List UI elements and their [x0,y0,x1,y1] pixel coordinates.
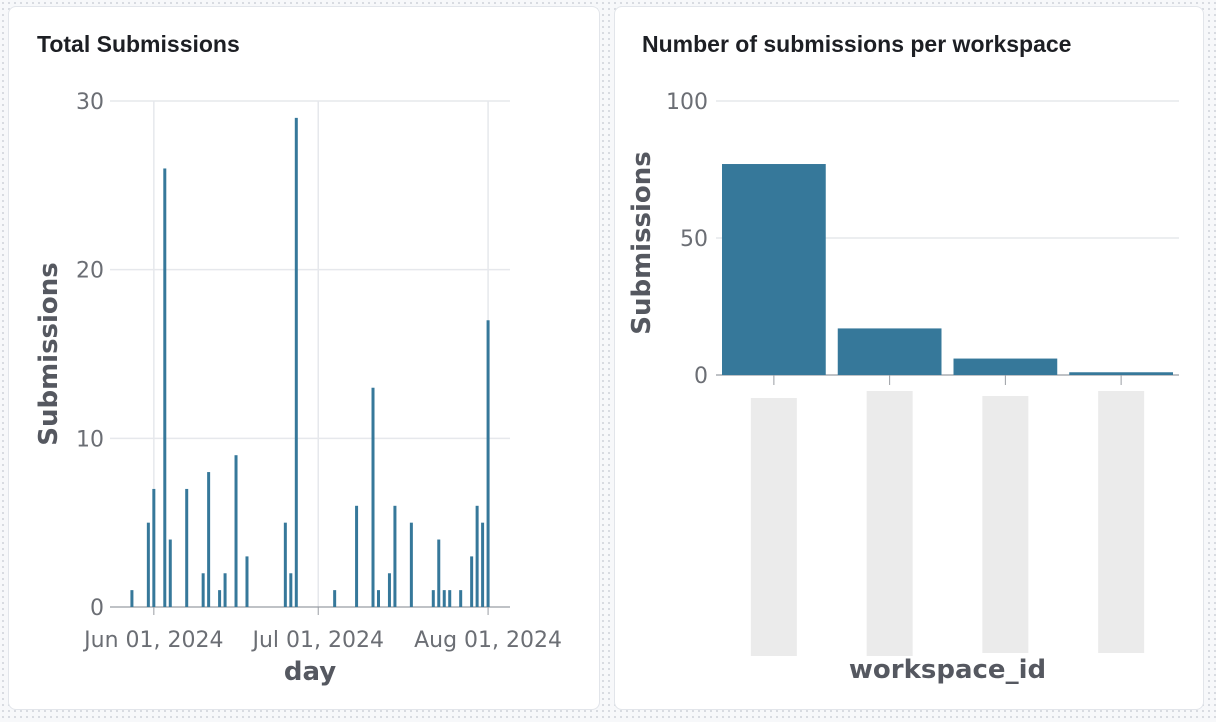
y-tick-label: 30 [76,90,104,115]
bar [201,573,205,607]
total-submissions-card: Total Submissions 0 10 20 30 Jun 01, 2024 Jul… [8,6,600,710]
bar [837,328,942,375]
bar [722,164,826,375]
bar [486,320,490,607]
y-tick-label: 20 [76,259,104,284]
bar [393,505,397,607]
bar [218,590,222,607]
chart-title: Total Submissions [37,31,240,57]
bar [289,573,293,607]
bar [371,387,375,607]
workspace-submissions-card: Number of submissions per workspace 0 50 1… [614,6,1204,710]
bar [437,539,441,607]
bar [163,168,167,607]
bar [283,522,287,607]
bar [953,358,1058,375]
bar [146,522,150,607]
x-tick-label-placeholder [866,391,913,656]
x-tick-label: Jun 01, 2024 [82,628,223,653]
y-tick-label: 100 [666,90,708,115]
x-axis-title: day [284,657,336,687]
y-axis-title: Submissions [34,262,64,446]
x-tick-label-placeholder [982,396,1029,653]
bar [130,590,134,607]
bar [245,556,249,607]
bar [376,590,380,607]
bar [207,472,211,607]
y-tick-label: 50 [680,227,708,252]
bar [1069,372,1173,375]
bar [470,556,474,607]
x-axis-title: workspace_id [849,655,1046,685]
bar [223,573,227,607]
total-submissions-chart: 0 10 20 30 Jun 01, 2024 Jul 01, 2024 Aug 01, 2… [34,90,562,687]
x-tick-label-placeholder [750,398,797,656]
y-tick-label: 0 [90,596,104,621]
bar [459,590,463,607]
bar [481,522,485,607]
bar [333,590,337,607]
y-tick-label: 10 [76,427,104,452]
bar [409,522,413,607]
bar [448,590,452,607]
workspace-submissions-chart: 0 50 100 workspace_id Submissions [627,90,1179,685]
bar [168,539,172,607]
bar [475,505,479,607]
chart-title: Number of submissions per workspace [642,31,1072,57]
y-axis-title: Submissions [627,151,657,335]
x-tick-label: Aug 01, 2024 [414,628,562,653]
x-tick-label-placeholder [1098,391,1145,653]
x-tick-label: Jul 01, 2024 [250,628,384,653]
y-tick-label: 0 [694,364,708,389]
bar [387,573,391,607]
bar [185,488,189,607]
bar [442,590,446,607]
bar [234,455,238,607]
bar [355,505,359,607]
bar [431,590,435,607]
bar [152,488,156,607]
bar [294,117,298,607]
